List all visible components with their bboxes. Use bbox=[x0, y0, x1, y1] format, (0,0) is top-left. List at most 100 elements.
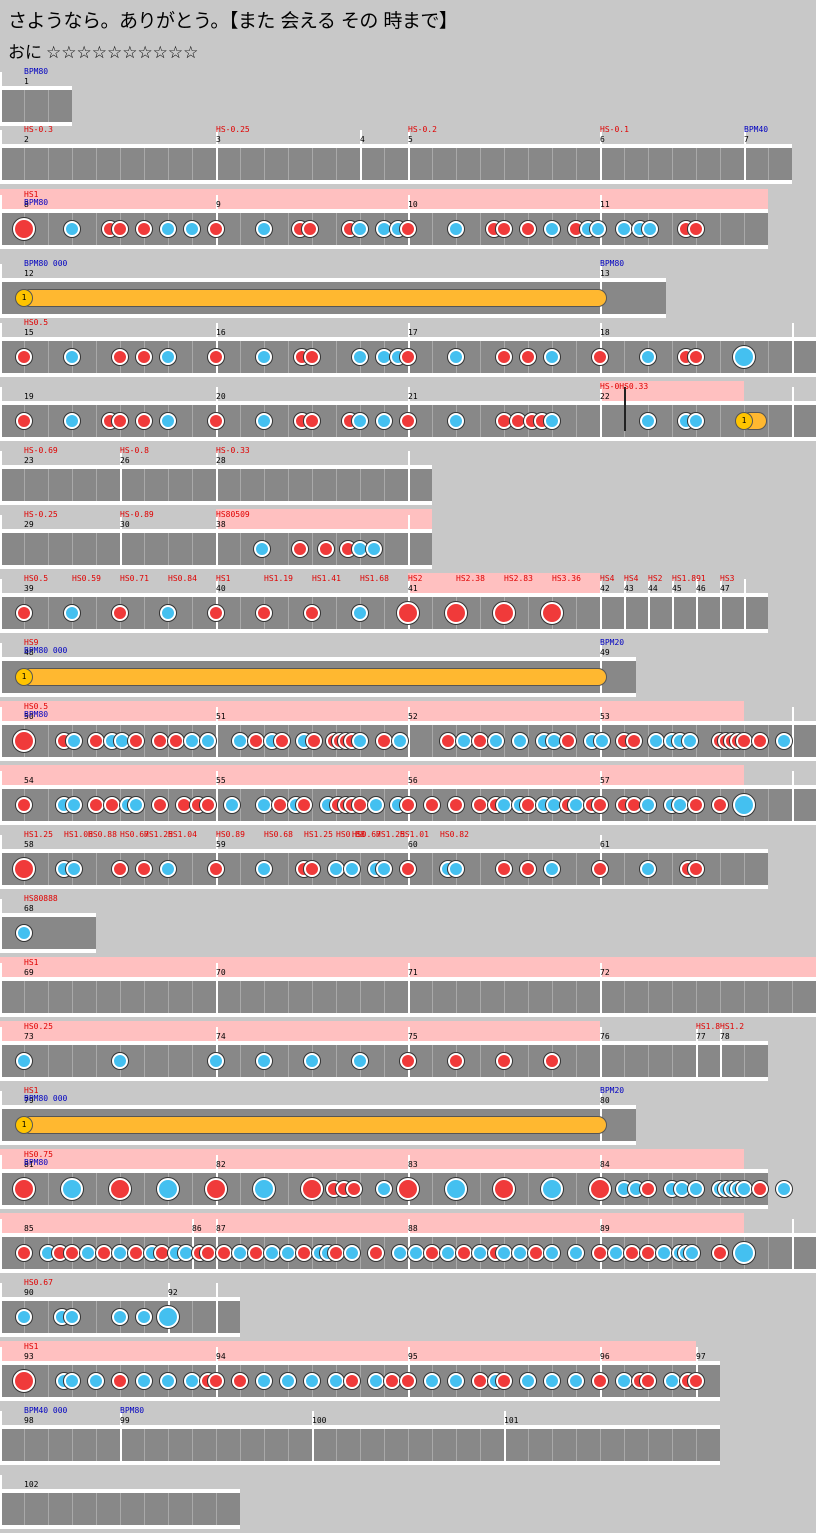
beat-line bbox=[288, 341, 289, 373]
beat-line bbox=[384, 148, 385, 180]
don-note bbox=[368, 1245, 384, 1261]
don-note bbox=[208, 349, 224, 365]
beat-line bbox=[432, 341, 433, 373]
chart-row: 68 HS80888 bbox=[0, 893, 96, 957]
ka-note bbox=[456, 733, 472, 749]
ka-note bbox=[520, 1373, 536, 1389]
scroll-speed-label: HS1.01 bbox=[400, 830, 429, 839]
scroll-speed-label: HS1.25 bbox=[304, 830, 333, 839]
don-note bbox=[16, 349, 32, 365]
beat-line bbox=[144, 148, 145, 180]
beat-line bbox=[336, 213, 337, 245]
beat-line bbox=[336, 148, 337, 180]
chart-row: 8 9 10 11 HS1 BPM80 bbox=[0, 189, 768, 253]
beat-line bbox=[192, 1173, 193, 1205]
ka-note bbox=[208, 1053, 224, 1069]
don-note bbox=[688, 349, 704, 365]
bar-line bbox=[216, 963, 218, 1015]
beat-line bbox=[744, 213, 745, 245]
bar-line bbox=[360, 130, 362, 182]
beat-line bbox=[480, 213, 481, 245]
beat-line bbox=[48, 789, 49, 821]
bar-line bbox=[216, 707, 218, 759]
bar-line bbox=[0, 963, 2, 1015]
beat-line bbox=[408, 1429, 409, 1461]
beat-line bbox=[48, 853, 49, 885]
gogo-time-band bbox=[0, 765, 744, 785]
bar-line bbox=[408, 707, 410, 759]
beat-line bbox=[240, 853, 241, 885]
ka-note bbox=[684, 1245, 700, 1261]
scroll-speed-label: HS3.36 bbox=[552, 574, 581, 583]
beat-line bbox=[144, 1173, 145, 1205]
measure-number: 22 bbox=[600, 392, 610, 401]
bpm-label: BPM80 000 bbox=[24, 259, 68, 268]
ka-note bbox=[136, 1309, 152, 1325]
don-note bbox=[688, 797, 704, 813]
beat-line bbox=[240, 469, 241, 501]
ka-note bbox=[440, 1245, 456, 1261]
beat-line bbox=[312, 981, 313, 1013]
don-note bbox=[400, 1373, 416, 1389]
ka-note bbox=[496, 1245, 512, 1261]
don-note bbox=[472, 733, 488, 749]
ka-note bbox=[424, 1373, 440, 1389]
don-note bbox=[216, 1245, 232, 1261]
measure-number: 13 bbox=[600, 269, 610, 278]
measure-number: 81 bbox=[24, 1160, 34, 1169]
don-note bbox=[109, 1178, 131, 1200]
don-note bbox=[104, 797, 120, 813]
don-note bbox=[13, 858, 35, 880]
bar-line bbox=[120, 515, 122, 567]
beat-line bbox=[48, 1301, 49, 1333]
beat-line bbox=[72, 469, 73, 501]
bar-line bbox=[0, 643, 2, 695]
ka-note bbox=[160, 605, 176, 621]
scroll-speed-label: HS0.67 bbox=[352, 830, 381, 839]
don-note bbox=[528, 1245, 544, 1261]
bar-line bbox=[792, 771, 794, 823]
beat-line bbox=[336, 469, 337, 501]
don-note bbox=[544, 1053, 560, 1069]
don-note bbox=[16, 797, 32, 813]
beat-line bbox=[48, 405, 49, 437]
bpm-label: BPM80 000 bbox=[24, 646, 68, 655]
measure-number: 89 bbox=[600, 1224, 610, 1233]
beat-line bbox=[48, 90, 49, 122]
ka-note bbox=[682, 733, 698, 749]
beat-line bbox=[720, 213, 721, 245]
don-note bbox=[112, 221, 128, 237]
beat-line bbox=[240, 405, 241, 437]
beat-line bbox=[432, 597, 433, 629]
don-note bbox=[400, 1053, 416, 1069]
bar-line bbox=[744, 130, 746, 182]
measure-number: 84 bbox=[600, 1160, 610, 1169]
beat-line bbox=[288, 213, 289, 245]
don-note bbox=[688, 861, 704, 877]
beat-line bbox=[360, 1429, 361, 1461]
ka-note bbox=[472, 1245, 488, 1261]
bar-line bbox=[0, 515, 2, 567]
gogo-time-band bbox=[0, 1149, 744, 1169]
beat-line bbox=[264, 1429, 265, 1461]
beat-line bbox=[672, 148, 673, 180]
don-note bbox=[128, 733, 144, 749]
ka-note bbox=[392, 733, 408, 749]
beat-line bbox=[528, 981, 529, 1013]
don-note bbox=[16, 413, 32, 429]
measure-number: 38 bbox=[216, 520, 226, 529]
don-note bbox=[16, 605, 32, 621]
ka-note bbox=[544, 349, 560, 365]
beat-line bbox=[240, 341, 241, 373]
beat-line bbox=[336, 597, 337, 629]
ka-note bbox=[80, 1245, 96, 1261]
drumroll-note bbox=[22, 290, 606, 306]
don-note bbox=[560, 733, 576, 749]
bar-line bbox=[0, 1411, 2, 1463]
beat-line bbox=[288, 148, 289, 180]
ka-note bbox=[344, 861, 360, 877]
measure-number: 96 bbox=[600, 1352, 610, 1361]
ka-note bbox=[512, 1245, 528, 1261]
ka-note bbox=[544, 221, 560, 237]
bar-line bbox=[0, 899, 2, 951]
